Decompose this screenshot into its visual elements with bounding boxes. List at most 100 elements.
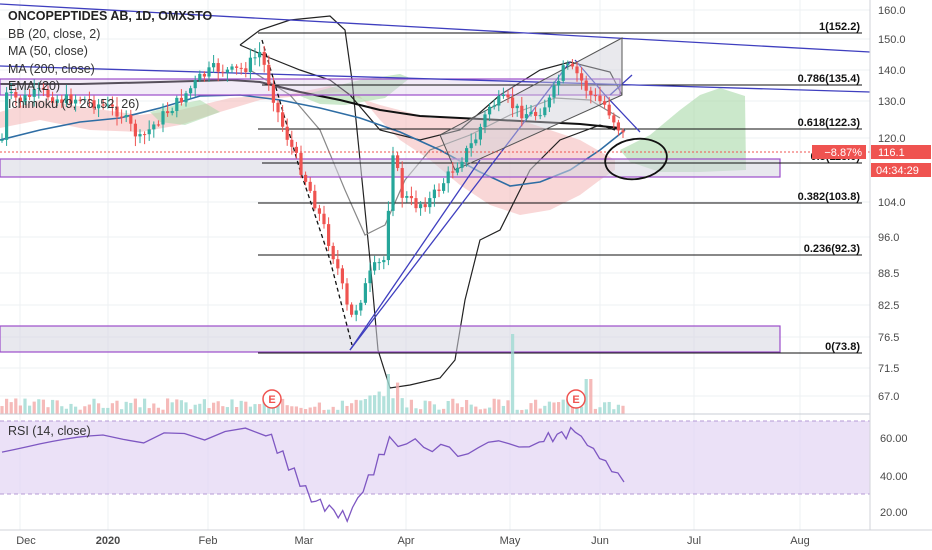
volume-bar <box>506 400 510 414</box>
candle-body <box>18 97 22 102</box>
volume-bar <box>419 409 423 414</box>
volume-bar <box>488 407 492 414</box>
volume-bar <box>501 405 505 414</box>
candle-body <box>580 73 584 81</box>
candle-body <box>538 115 542 117</box>
volume-bar <box>474 406 478 414</box>
volume-bar <box>368 395 372 414</box>
volume-bar <box>515 409 519 414</box>
candle-body <box>299 152 303 175</box>
candle-body <box>212 63 216 68</box>
time-label: May <box>500 535 521 547</box>
volume-bar <box>446 401 450 414</box>
candle-body <box>455 167 459 173</box>
candle-body <box>515 105 519 109</box>
candle-body <box>276 102 280 113</box>
candle-body <box>5 92 9 140</box>
earnings-marker-2[interactable]: E <box>566 389 586 409</box>
candle-body <box>32 88 36 97</box>
time-axis-labels: Dec 2020 Feb Mar Apr May Jun Jul Aug <box>16 535 810 547</box>
volume-bar <box>616 404 620 414</box>
candle-body <box>409 196 413 199</box>
volume-bar <box>55 400 59 414</box>
volume-bar <box>331 406 335 414</box>
legend-ema[interactable]: EMA (20) <box>8 79 61 93</box>
volume-bar <box>322 409 326 414</box>
volume-bar <box>589 379 593 414</box>
volume-bar <box>290 406 294 414</box>
volume-bar <box>262 401 266 414</box>
candle-body <box>170 110 174 114</box>
candle-body <box>534 111 538 116</box>
candle-body <box>543 107 547 116</box>
volume-bar <box>9 402 13 414</box>
volume-bar <box>175 399 179 414</box>
candle-body <box>492 105 496 107</box>
candles <box>0 42 625 322</box>
time-label: Mar <box>295 535 314 547</box>
volume-bar <box>621 405 625 414</box>
candle-body <box>143 134 147 136</box>
volume-bar <box>230 399 234 414</box>
volume-bar <box>460 407 464 414</box>
volume-bar <box>377 391 381 414</box>
earnings-marker-1[interactable]: E <box>262 389 282 409</box>
candle-body <box>120 116 124 118</box>
price-tick-label: 104.0 <box>878 197 906 209</box>
candle-body <box>184 93 188 103</box>
candle-body <box>51 97 55 103</box>
time-label: Dec <box>16 535 36 547</box>
price-tick-label: 120.0 <box>878 133 906 145</box>
legend-bb[interactable]: BB (20, close, 2) <box>8 26 101 41</box>
candle-body <box>451 171 455 173</box>
volume-bar <box>225 407 229 414</box>
volume-bar <box>327 409 331 414</box>
volume-bar <box>612 409 616 414</box>
candle-body <box>584 80 588 91</box>
volume-bar <box>166 398 170 414</box>
rsi-tick-label: 40.00 <box>880 471 908 483</box>
volume-bar <box>28 405 32 414</box>
rsi-legend[interactable]: RSI (14, close) <box>8 424 91 438</box>
candle-body <box>281 112 285 127</box>
candle-body <box>37 87 41 89</box>
rsi-tick-label: 60.00 <box>880 433 908 445</box>
volume-bar <box>437 409 441 414</box>
candle-body <box>598 95 602 102</box>
candle-body <box>179 97 183 103</box>
volume-bar <box>598 407 602 414</box>
time-axis <box>0 529 932 550</box>
volume-bar <box>147 408 151 414</box>
candle-body <box>60 99 64 104</box>
candle-body <box>336 259 340 269</box>
candle-body <box>175 97 179 111</box>
candle-body <box>308 181 312 191</box>
candle-body <box>230 66 234 70</box>
volume-bar <box>497 399 501 414</box>
volume-bar <box>248 406 252 414</box>
price-tick-label: 82.5 <box>878 300 899 312</box>
volume-bar <box>120 409 124 414</box>
candle-body <box>78 99 82 101</box>
candle-body <box>9 92 13 94</box>
volume-bar <box>373 395 377 414</box>
time-label: Apr <box>397 535 414 547</box>
fib-level-label: 1(152.2) <box>819 21 860 33</box>
candle-body <box>313 190 317 209</box>
candle-body <box>340 268 344 284</box>
candle-body <box>446 171 450 184</box>
volume-bar <box>87 404 91 414</box>
candle-body <box>271 84 275 103</box>
candle-body <box>248 57 252 73</box>
bar-countdown: 04:34:29 <box>876 165 919 177</box>
legend-ma50[interactable]: MA (50, close) <box>8 44 88 58</box>
volume-bar <box>258 404 262 414</box>
candle-body <box>570 63 574 67</box>
candle-body <box>258 51 262 58</box>
legend-ma200[interactable]: MA (200, close) <box>8 61 95 76</box>
candle-body <box>161 111 165 125</box>
legend-ichimoku[interactable]: Ichimoku (9, 26, 52, 26) <box>8 96 140 111</box>
candle-body <box>621 130 625 133</box>
candle-body <box>221 71 225 73</box>
